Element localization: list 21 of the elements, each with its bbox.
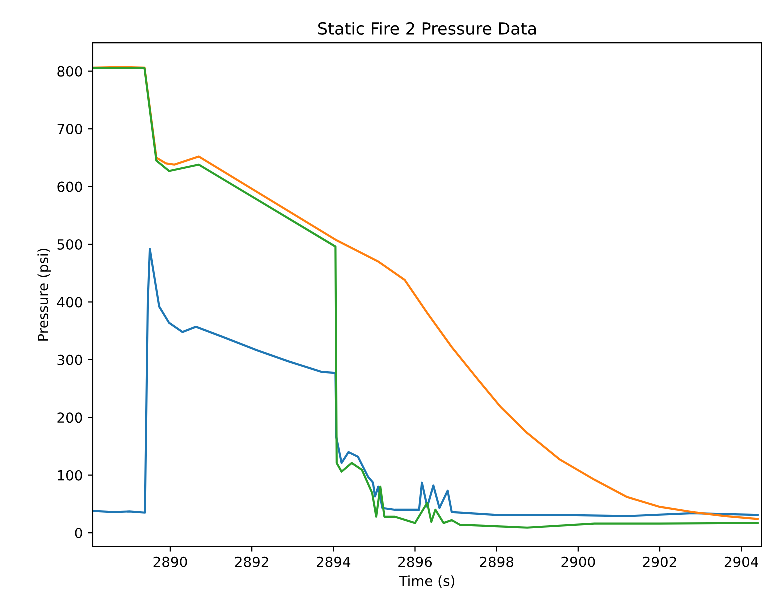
x-tick-label: 2894	[317, 556, 351, 568]
y-axis-title: Pressure (psi)	[38, 248, 52, 341]
x-axis-title: Time (s)	[399, 576, 455, 588]
x-tick-label: 2898	[480, 556, 514, 568]
y-tick-label: 400	[57, 297, 82, 308]
x-tick-label: 2904	[724, 556, 758, 568]
y-tick-label: 500	[58, 239, 82, 250]
y-tick-label: 300	[58, 354, 82, 366]
x-tick-label: 2890	[154, 556, 188, 568]
x-tick-label: 2896	[398, 556, 432, 568]
y-tick-label: 600	[58, 182, 82, 192]
y-tick-label: 200	[58, 412, 82, 424]
line-series	[92, 248, 759, 518]
x-tick-label: 2902	[643, 556, 676, 568]
y-tick-label: 800	[58, 66, 82, 77]
y-tick-label: 700	[58, 124, 82, 135]
x-tick-label: 2892	[235, 556, 268, 568]
y-tick-label: 0	[75, 528, 82, 539]
x-tick-label: 2900	[562, 556, 596, 568]
y-tick-label: 100	[58, 470, 82, 481]
chart-title: Static Fire 2 Pressure Data	[318, 22, 536, 35]
